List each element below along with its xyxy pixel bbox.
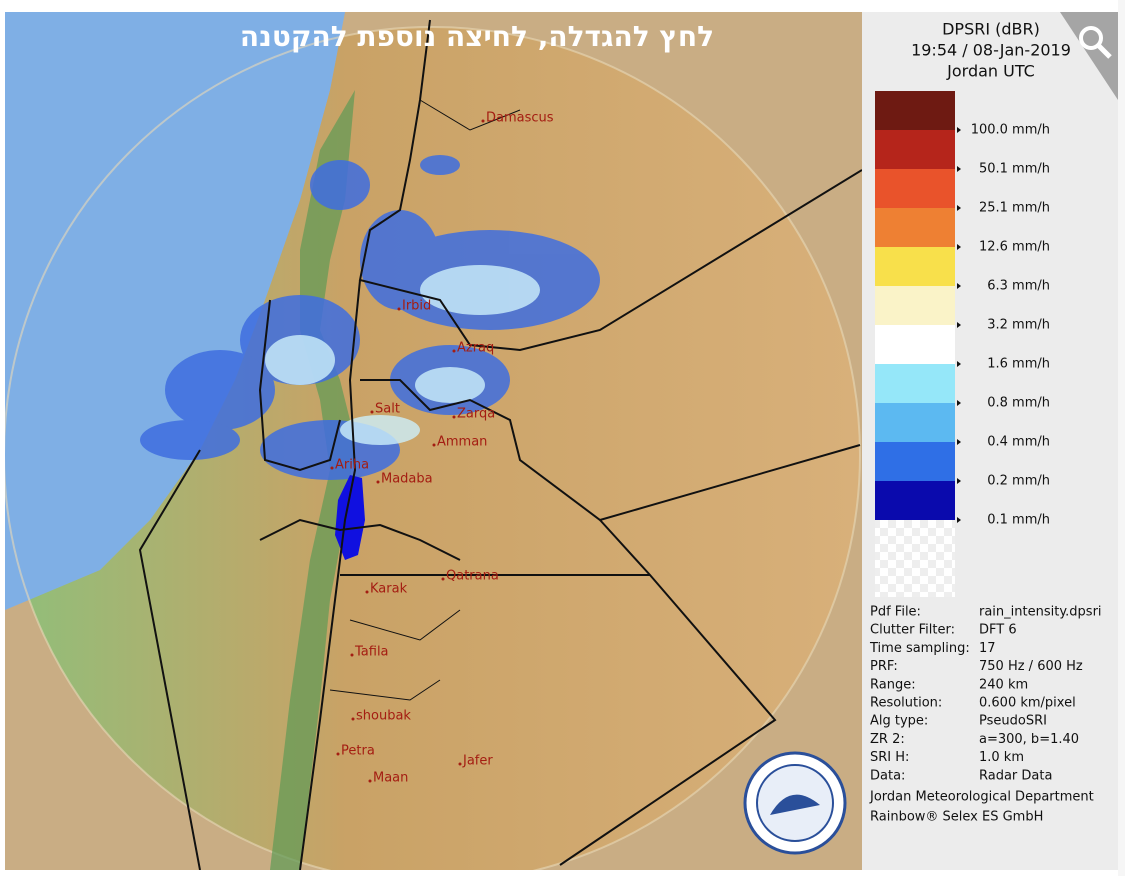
legend-label: 0.1 mm/h [987, 513, 1050, 528]
legend-title: 19:54 / 08-Jan-2019 [911, 41, 1071, 60]
legend-tick [957, 283, 961, 289]
city-label: Qatrana [446, 569, 499, 584]
city-dot [441, 577, 445, 581]
city-dot [368, 779, 372, 783]
city-label: Petra [341, 744, 375, 759]
legend-label: 6.3 mm/h [987, 279, 1050, 294]
info-value: 17 [979, 641, 996, 656]
city-dot [376, 480, 380, 484]
city-dot [452, 349, 456, 353]
legend-label: 0.8 mm/h [987, 396, 1050, 411]
zoom-icon[interactable] [1079, 26, 1103, 50]
info-value: 0.600 km/pixel [979, 696, 1076, 711]
info-value: a=300, b=1.40 [979, 732, 1079, 747]
info-key: PRF: [870, 659, 898, 674]
legend-swatch [875, 247, 955, 286]
city-dot [330, 466, 334, 470]
legend-swatch [875, 286, 955, 325]
legend-tick [957, 127, 961, 133]
city-label: Ariha [335, 458, 369, 473]
legend-swatch [875, 325, 955, 364]
credit: Rainbow® Selex ES GmbH [870, 810, 1043, 825]
city-dot [336, 752, 340, 756]
legend-tick [957, 517, 961, 523]
city-dot [458, 762, 462, 766]
city-label: Jafer [462, 754, 493, 769]
legend-tick [957, 478, 961, 484]
legend-swatch [875, 130, 955, 169]
info-key: Clutter Filter: [870, 623, 955, 638]
legend-label: 0.4 mm/h [987, 435, 1050, 450]
city-label: Zarqa [457, 407, 495, 422]
city-label: Damascus [486, 111, 554, 126]
legend-tick [957, 400, 961, 406]
borders [138, 19, 862, 870]
info-key: ZR 2: [870, 732, 905, 747]
city-dot [452, 415, 456, 419]
info-value: 750 Hz / 600 Hz [979, 659, 1083, 674]
legend-label: 3.2 mm/h [987, 318, 1050, 333]
info-value: 240 km [979, 677, 1028, 692]
legend-tick [957, 439, 961, 445]
city-label: Salt [375, 402, 400, 417]
legend-label: 50.1 mm/h [979, 162, 1050, 177]
legend-swatch [875, 364, 955, 403]
legend-tick [957, 166, 961, 172]
legend-swatch [875, 169, 955, 208]
city-label: Madaba [381, 472, 433, 487]
legend-tick [957, 205, 961, 211]
city-dot [351, 717, 355, 721]
info-value: rain_intensity.dpsri [979, 605, 1102, 620]
legend-label: 1.6 mm/h [987, 357, 1050, 372]
legend-label: 100.0 mm/h [971, 123, 1050, 138]
credit: Jordan Meteorological Department [869, 790, 1094, 805]
legend-tick [957, 244, 961, 250]
city-label: Karak [370, 582, 408, 597]
legend-title: DPSRI (dBR) [942, 20, 1040, 39]
info-key: Alg type: [870, 714, 928, 729]
city-dot [365, 590, 369, 594]
city-label: Azraq [457, 341, 494, 356]
legend-label: 25.1 mm/h [979, 201, 1050, 216]
city-label: Amman [437, 435, 487, 450]
info-key: Pdf File: [870, 605, 921, 620]
info-key: SRI H: [870, 750, 909, 765]
city-dot [350, 653, 354, 657]
legend-title: Jordan UTC [946, 62, 1035, 81]
legend-swatch [875, 403, 955, 442]
info-value: PseudoSRI [979, 714, 1047, 729]
info-value: DFT 6 [979, 623, 1017, 638]
city-label: Irbid [402, 299, 431, 314]
city-dot [370, 410, 374, 414]
map[interactable] [4, 12, 862, 876]
city-dot [397, 307, 401, 311]
legend-swatch [875, 208, 955, 247]
legend-tick [957, 361, 961, 367]
no-data-box [875, 519, 955, 597]
banner[interactable]: לחץ להגדלה, לחיצה נוספת להקטנה [240, 20, 714, 53]
legend-swatch [875, 442, 955, 481]
info-value: Radar Data [979, 768, 1052, 783]
legend-tick [957, 322, 961, 328]
city-label: Tafila [354, 645, 389, 660]
sea [5, 12, 345, 610]
info-key: Data: [870, 768, 905, 783]
info-key: Resolution: [870, 696, 942, 711]
city-dot [481, 119, 485, 123]
legend-swatch [875, 481, 955, 520]
legend-label: 0.2 mm/h [987, 474, 1050, 489]
city-label: shoubak [356, 709, 411, 724]
city-dot [432, 443, 436, 447]
logo [743, 751, 847, 855]
city-label: Maan [373, 771, 408, 786]
info-value: 1.0 km [979, 750, 1024, 765]
info-key: Range: [870, 677, 916, 692]
zoom-corner[interactable] [1060, 12, 1118, 100]
info-key: Time sampling: [869, 641, 970, 656]
legend-swatch [875, 91, 955, 130]
legend-label: 12.6 mm/h [979, 240, 1050, 255]
